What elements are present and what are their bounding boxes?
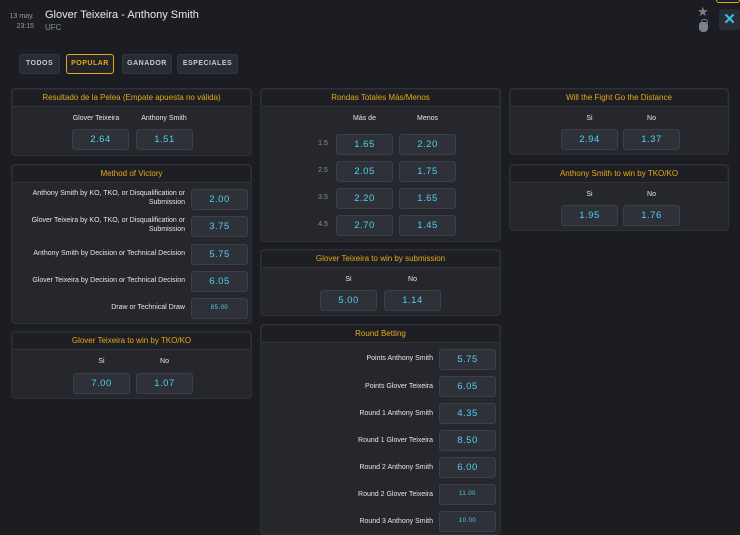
event-date-day: 13 may. — [9, 13, 34, 20]
odds-button[interactable]: 10.00 — [439, 511, 496, 532]
odds-button[interactable]: 1.51 — [136, 129, 193, 150]
odds-button[interactable]: 1.75 — [399, 161, 456, 182]
market-title: Method of Victory — [13, 166, 250, 183]
selection-label: Si — [98, 358, 105, 365]
odds-button[interactable]: 6.05 — [439, 376, 496, 397]
selection-label: Round 1 Anthony Smith — [359, 410, 433, 417]
market-glover-tko: Glover Teixeira to win by TKO/KO Si No 7… — [11, 331, 252, 399]
market-title: Will the Fight Go the Distance — [511, 90, 727, 107]
selection-label: Points Glover Teixeira — [365, 383, 433, 390]
odds-button[interactable]: 2.20 — [336, 188, 393, 209]
odds-button[interactable]: 2.00 — [191, 189, 248, 210]
odds-button[interactable]: 1.45 — [399, 215, 456, 236]
selection-label: Round 2 Anthony Smith — [359, 464, 433, 471]
market-title: Glover Teixeira to win by TKO/KO — [13, 333, 250, 350]
line-label: 2.5 — [318, 167, 328, 174]
line-label: 1.5 — [318, 140, 328, 147]
market-fight-result: Resultado de la Pelea (Empate apuesta no… — [11, 88, 252, 156]
odds-button[interactable]: 2.64 — [72, 129, 129, 150]
odds-button[interactable]: 1.76 — [623, 205, 680, 226]
column-label: Menos — [416, 115, 438, 122]
tab-popular[interactable]: POPULAR — [66, 54, 114, 74]
odds-button[interactable]: 5.75 — [191, 244, 248, 265]
selection-label: Si — [586, 191, 593, 198]
odds-button[interactable]: 1.65 — [399, 188, 456, 209]
selection-label: Round 1 Glover Teixeira — [358, 437, 433, 444]
tab-todos[interactable]: TODOS — [19, 54, 60, 74]
selection-label: Anthony Smith by KO, TKO, or Disqualific… — [32, 190, 185, 206]
odds-button[interactable]: 8.50 — [439, 430, 496, 451]
market-round-betting: Round Betting Points Anthony Smith 5.75 … — [260, 324, 501, 535]
selection-label: No — [647, 115, 656, 122]
selection-label: Si — [586, 115, 593, 122]
market-glover-submission: Glover Teixeira to win by submission Si … — [260, 249, 501, 316]
market-method-of-victory: Method of Victory Anthony Smith by KO, T… — [11, 164, 252, 324]
odds-button[interactable]: 6.05 — [191, 271, 248, 292]
odds-button[interactable]: 1.14 — [384, 290, 441, 311]
line-label: 3.5 — [318, 194, 328, 201]
event-title: Glover Teixeira - Anthony Smith — [45, 9, 199, 21]
odds-button[interactable]: 5.00 — [320, 290, 377, 311]
odds-button[interactable]: 5.75 — [439, 349, 496, 370]
event-league: UFC — [45, 23, 62, 32]
notification-badge — [716, 0, 740, 3]
market-title: Anthony Smith to win by TKO/KO — [511, 166, 727, 183]
odds-button[interactable]: 1.65 — [336, 134, 393, 155]
odds-button[interactable]: 6.00 — [439, 457, 496, 478]
odds-button[interactable]: 4.35 — [439, 403, 496, 424]
column-label: Más de — [353, 115, 376, 122]
selection-label: Si — [345, 276, 352, 283]
odds-button[interactable]: 7.00 — [73, 373, 130, 394]
selection-label: Round 3 Anthony Smith — [359, 518, 433, 525]
selection-label: Glover Teixeira by KO, TKO, or Disqualif… — [31, 217, 185, 233]
market-title: Glover Teixeira to win by submission — [262, 251, 499, 268]
close-icon[interactable]: ✕ — [719, 9, 740, 30]
odds-button[interactable]: 11.00 — [439, 484, 496, 505]
market-title: Round Betting — [262, 326, 499, 343]
selection-label: No — [408, 276, 417, 283]
event-header: 13 may. 23:15 Glover Teixeira - Anthony … — [0, 0, 740, 50]
market-go-the-distance: Will the Fight Go the Distance Si No 2.9… — [509, 88, 729, 155]
odds-button[interactable]: 2.05 — [336, 161, 393, 182]
selection-label: No — [160, 358, 169, 365]
selection-label: Anthony Smith by Decision or Technical D… — [33, 250, 185, 257]
odds-button[interactable]: 1.07 — [136, 373, 193, 394]
odds-button[interactable]: 2.94 — [561, 129, 618, 150]
selection-label: Glover Teixeira by Decision or Technical… — [32, 277, 185, 284]
odds-button[interactable]: 2.70 — [336, 215, 393, 236]
selection-label: Anthony Smith — [141, 115, 187, 122]
odds-button[interactable]: 3.75 — [191, 216, 248, 237]
event-date-time: 23:15 — [16, 23, 34, 30]
moneybag-icon[interactable] — [699, 19, 708, 32]
line-label: 4.5 — [318, 221, 328, 228]
event-date: 13 may. 23:15 — [8, 12, 34, 32]
tab-especiales[interactable]: ESPECIALES — [177, 54, 238, 74]
selection-label: Points Anthony Smith — [366, 355, 433, 362]
selection-label: Glover Teixeira — [72, 115, 120, 122]
market-title: Resultado de la Pelea (Empate apuesta no… — [13, 90, 250, 107]
market-title: Rondas Totales Más/Menos — [262, 90, 499, 107]
market-smith-tko: Anthony Smith to win by TKO/KO Si No 1.9… — [509, 164, 729, 231]
odds-button[interactable]: 1.95 — [561, 205, 618, 226]
odds-button[interactable]: 85.00 — [191, 298, 248, 319]
tab-ganador[interactable]: GANADOR — [122, 54, 172, 74]
odds-button[interactable]: 1.37 — [623, 129, 680, 150]
selection-label: No — [647, 191, 656, 198]
star-icon[interactable]: ★ — [697, 4, 709, 19]
selection-label: Draw or Technical Draw — [111, 304, 185, 311]
selection-label: Round 2 Glover Teixeira — [358, 491, 433, 498]
odds-button[interactable]: 2.20 — [399, 134, 456, 155]
market-total-rounds: Rondas Totales Más/Menos Más de Menos 1.… — [260, 88, 501, 242]
